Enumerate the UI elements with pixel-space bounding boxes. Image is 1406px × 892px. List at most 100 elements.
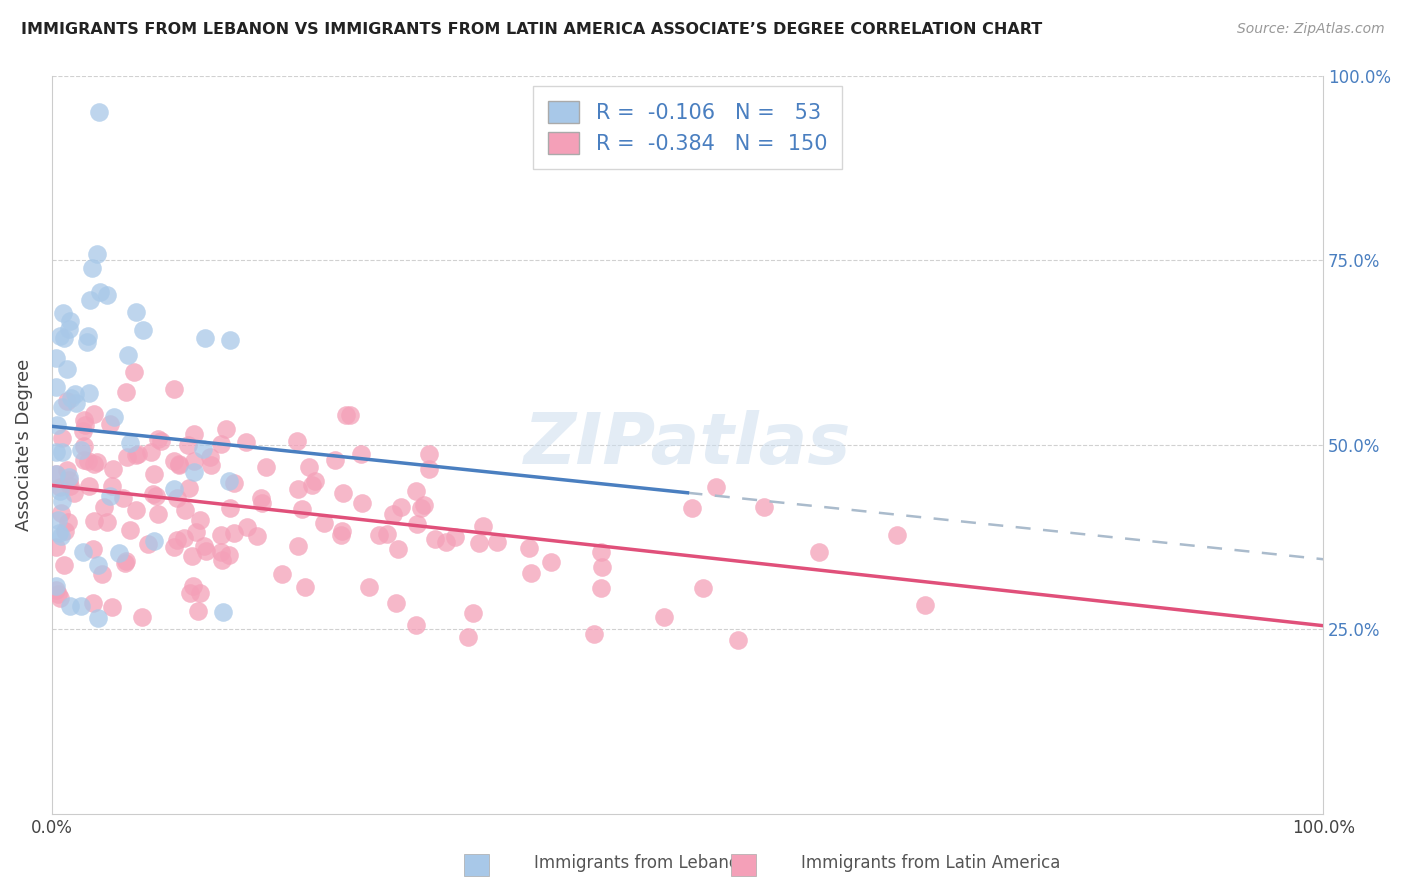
Point (174, 503, 197, 517)
Point (45, 467, 67, 481)
Point (100, 600, 122, 615)
Point (58, 473, 80, 487)
Point (166, 491, 188, 505)
Point (385, 596, 408, 610)
Point (250, 496, 273, 510)
Point (72, 425, 94, 439)
Point (177, 438, 200, 452)
Point (46, 417, 69, 432)
Point (122, 366, 145, 380)
Point (107, 545, 129, 559)
Point (51, 529, 73, 543)
Point (58, 469, 80, 483)
Point (163, 382, 186, 396)
Point (56, 515, 79, 529)
Point (188, 513, 211, 527)
Point (125, 449, 148, 463)
Point (254, 459, 277, 474)
Point (418, 462, 440, 476)
Point (45, 541, 67, 555)
Point (101, 462, 124, 476)
Text: IMMIGRANTS FROM LEBANON VS IMMIGRANTS FROM LATIN AMERICA ASSOCIATE’S DEGREE CORR: IMMIGRANTS FROM LEBANON VS IMMIGRANTS FR… (21, 22, 1042, 37)
Point (49, 328, 72, 343)
Point (118, 524, 141, 538)
Point (285, 434, 308, 449)
Point (118, 436, 141, 450)
Point (46, 587, 69, 601)
Point (100, 489, 122, 503)
Point (271, 567, 294, 582)
Point (250, 491, 273, 505)
Point (485, 535, 508, 549)
Point (181, 549, 204, 563)
Point (418, 446, 440, 460)
Point (209, 528, 232, 542)
Text: ZIPatlas: ZIPatlas (524, 410, 851, 479)
Point (59, 314, 82, 328)
Point (163, 540, 186, 554)
Point (77, 386, 100, 401)
Point (56, 393, 79, 408)
Point (150, 434, 173, 448)
Point (209, 545, 232, 559)
Point (704, 480, 727, 494)
Point (59, 599, 82, 614)
Point (86, 247, 108, 261)
Point (93, 500, 115, 515)
Point (82, 541, 104, 556)
Point (89, 285, 111, 299)
Point (350, 447, 373, 461)
Point (224, 526, 246, 541)
Point (298, 460, 321, 475)
Point (409, 501, 432, 516)
Point (652, 609, 675, 624)
Point (143, 467, 166, 482)
Point (287, 482, 309, 496)
Point (87, 611, 110, 625)
Point (173, 531, 195, 545)
Point (191, 442, 214, 457)
Point (886, 528, 908, 542)
Point (181, 579, 204, 593)
Point (235, 435, 257, 450)
Point (375, 526, 398, 541)
Point (236, 520, 259, 534)
Point (209, 437, 232, 451)
Point (218, 475, 240, 489)
Text: Immigrants from Lebanon: Immigrants from Lebanon (534, 855, 749, 872)
Point (45, 444, 67, 458)
Point (413, 498, 436, 512)
Point (142, 487, 165, 501)
Point (183, 426, 205, 441)
Point (77, 479, 100, 493)
Point (63, 486, 86, 500)
Point (218, 548, 240, 562)
Point (194, 331, 217, 345)
Point (405, 483, 427, 498)
Point (131, 323, 153, 337)
Point (51, 400, 73, 414)
Point (222, 476, 245, 491)
Point (70, 599, 93, 613)
Point (472, 519, 495, 533)
Point (215, 422, 238, 436)
Point (59, 479, 82, 493)
Point (45, 579, 67, 593)
Point (73, 439, 96, 453)
Point (115, 554, 138, 568)
Point (589, 581, 612, 595)
Point (457, 630, 479, 644)
Point (291, 502, 314, 516)
Point (350, 496, 373, 510)
Point (329, 528, 352, 542)
Point (125, 305, 148, 319)
Point (246, 529, 269, 543)
Point (91, 566, 114, 581)
Point (169, 458, 191, 472)
Point (339, 409, 361, 423)
Point (48, 526, 70, 541)
Point (48, 591, 70, 606)
Point (51, 494, 73, 508)
Legend: R =  -0.106   N =   53, R =  -0.384   N =  150: R = -0.106 N = 53, R = -0.384 N = 150 (533, 86, 842, 169)
Point (163, 454, 186, 468)
